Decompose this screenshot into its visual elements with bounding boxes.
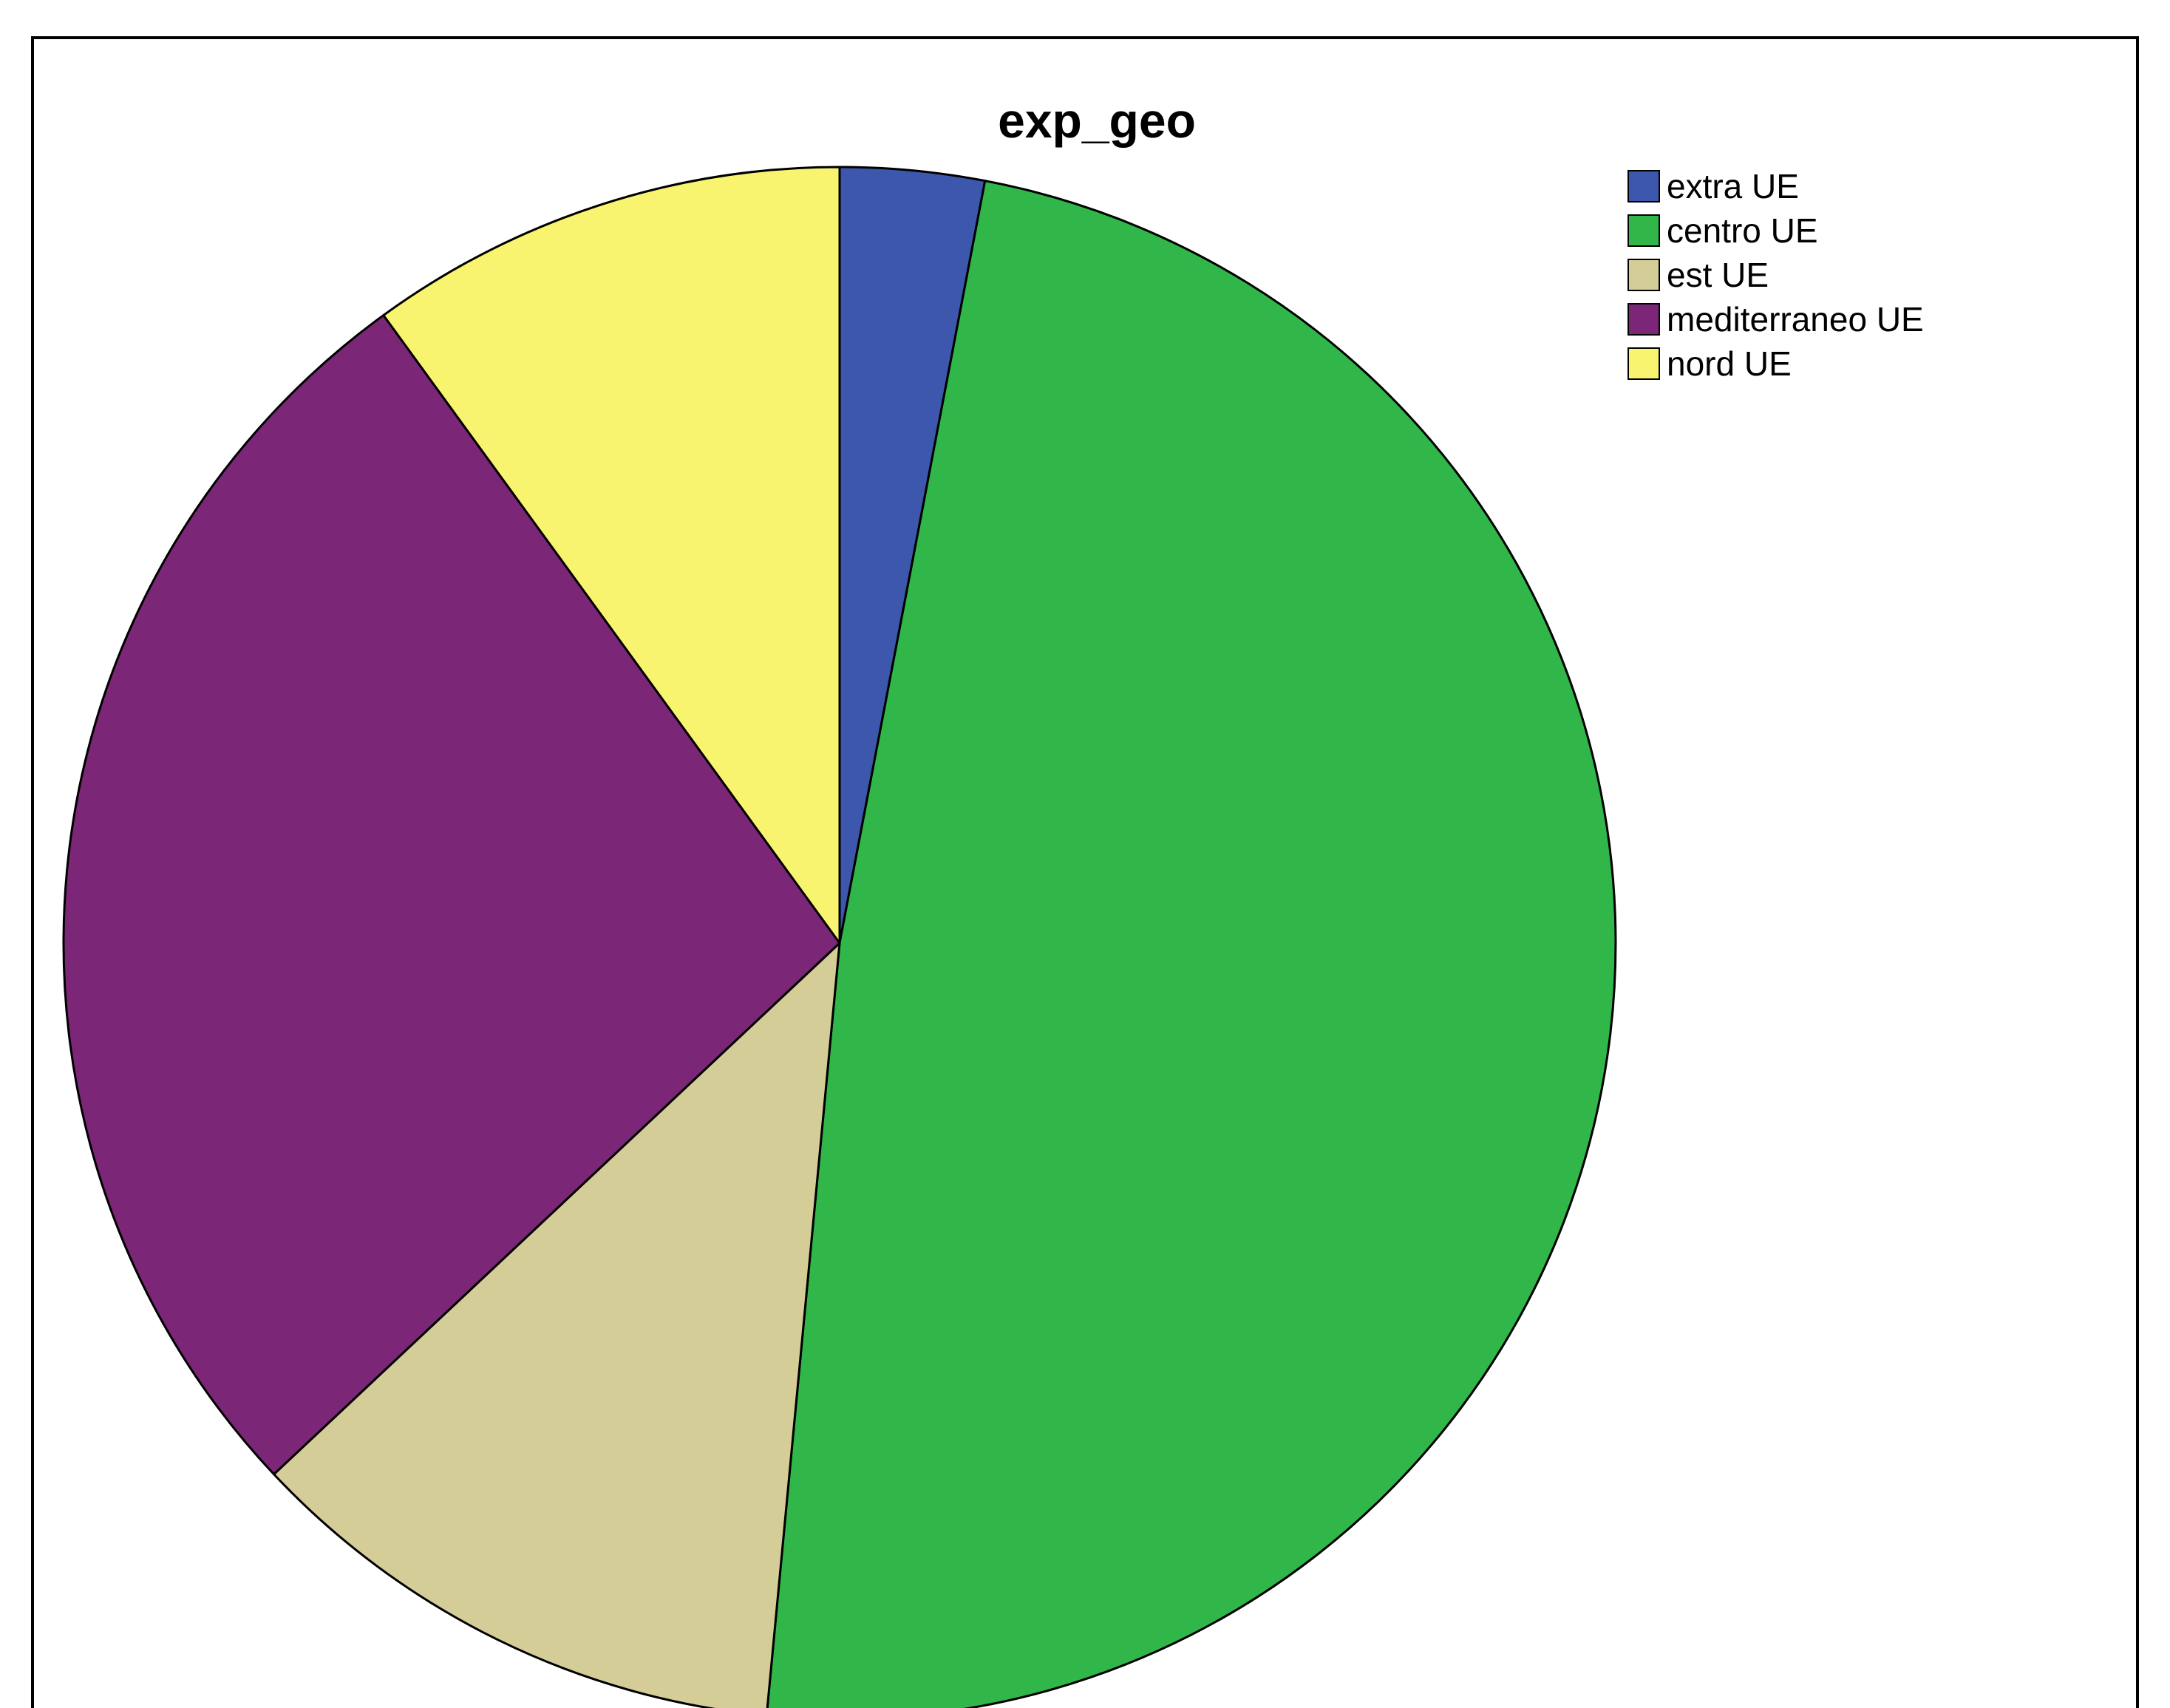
legend-swatch [1628,347,1660,380]
chart-title: exp_geo [998,93,1196,148]
legend-label: extra UE [1667,167,1799,205]
legend-item: centro UE [1628,211,1818,250]
legend-item: est UE [1628,256,1769,294]
legend-item: extra UE [1628,167,1799,205]
pie-chart: exp_geo extra UE centro UE est UE mediterra… [62,93,1924,1708]
chart-frame: exp_geo extra UE centro UE est UE mediterra… [31,36,2139,1708]
legend: extra UE centro UE est UE mediterraneo UE no… [1628,167,1924,383]
legend-label: mediterraneo UE [1667,300,1924,338]
legend-swatch [1628,170,1660,203]
legend-label: nord UE [1667,344,1792,383]
pie-slices [62,166,1617,1708]
legend-item: mediterraneo UE [1628,300,1924,338]
legend-swatch [1628,303,1660,336]
pie-slice-est-ue [273,942,841,1708]
pie-slice-mediterraneo-ue [62,314,841,1476]
legend-swatch [1628,259,1660,291]
legend-item: nord UE [1628,344,1792,383]
legend-label: est UE [1667,256,1769,294]
pie-slice-nord-ue [382,166,841,945]
pie-slice-centro-ue [766,180,1617,1708]
legend-swatch [1628,214,1660,247]
legend-label: centro UE [1667,211,1818,250]
